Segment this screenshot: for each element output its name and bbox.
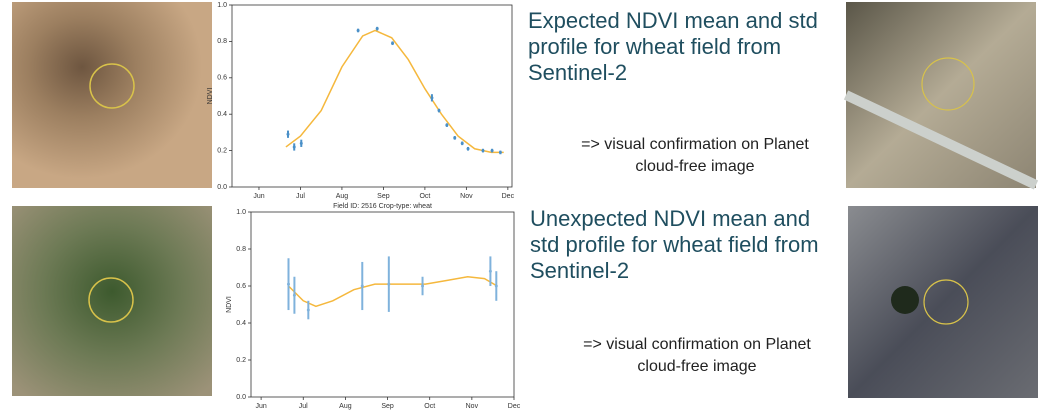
data-point: [299, 141, 303, 145]
trees: [891, 286, 919, 314]
x-tick-label: Jul: [296, 193, 305, 200]
fit-curve: [287, 275, 498, 308]
x-tick-label: Aug: [339, 403, 352, 410]
y-tick-label: 0.4: [236, 320, 246, 327]
planet-image: [846, 2, 1036, 188]
x-tick-label: Jun: [253, 193, 264, 200]
y-tick-label: 0.0: [217, 184, 227, 191]
data-point: [437, 109, 441, 113]
plot-frame: [231, 4, 513, 188]
x-tick-label: Sep: [377, 193, 390, 200]
data-point: [360, 284, 364, 288]
y-tick-label: 1.0: [236, 209, 246, 216]
y-tick-label: 0.2: [236, 357, 246, 364]
y-tick-label: 0.8: [236, 246, 246, 253]
caption-heading: Expected NDVI mean and std profile for w…: [528, 8, 818, 85]
y-tick-label: 0.6: [236, 283, 246, 290]
data-point: [490, 149, 494, 153]
y-axis-label: NDVI: [226, 296, 233, 313]
field-circle: [88, 277, 134, 323]
x-tick-label: Nov: [466, 403, 479, 410]
data-point: [466, 147, 470, 151]
data-point: [494, 284, 498, 288]
data-point: [292, 145, 296, 149]
y-tick-label: 1.0: [217, 2, 227, 9]
data-point: [387, 282, 391, 286]
road: [843, 90, 1039, 190]
data-point: [481, 149, 485, 153]
caption-note: => visual confirmation on Planet cloud-f…: [581, 136, 809, 175]
data-point: [306, 308, 310, 312]
data-point: [421, 284, 425, 288]
data-point: [287, 282, 291, 286]
caption-note: => visual confirmation on Planet cloud-f…: [583, 336, 811, 375]
y-tick-label: 0.8: [217, 38, 227, 45]
y-tick-label: 0.4: [217, 111, 227, 118]
data-point: [356, 28, 360, 32]
x-tick-label: Aug: [336, 193, 349, 200]
field-circle: [923, 279, 969, 325]
field-circle: [921, 57, 975, 111]
x-tick-label: Dec: [508, 403, 521, 410]
y-tick-label: 0.0: [236, 394, 246, 401]
y-axis-label: NDVI: [207, 88, 214, 105]
data-point: [430, 96, 434, 100]
plot-frame: [250, 211, 515, 398]
data-point: [453, 136, 457, 140]
sentinel-image: [12, 206, 212, 396]
chart-title: Field ID: 2516 Crop-type: wheat: [333, 203, 432, 210]
x-tick-label: Oct: [419, 193, 430, 200]
x-tick-label: Jun: [255, 403, 266, 410]
data-point: [445, 123, 449, 127]
fit-curve: [285, 29, 504, 154]
y-tick-label: 0.6: [217, 75, 227, 82]
data-point: [286, 132, 290, 136]
data-point: [391, 41, 395, 45]
data-point: [498, 150, 502, 154]
x-tick-label: Sep: [381, 403, 394, 410]
data-point: [292, 293, 296, 297]
x-tick-label: Oct: [424, 403, 435, 410]
data-point: [460, 141, 464, 145]
sentinel-image: [12, 2, 212, 188]
x-tick-label: Dec: [502, 193, 515, 200]
data-point: [488, 269, 492, 273]
caption-heading: Unexpected NDVI mean and std profile for…: [530, 206, 819, 283]
x-tick-label: Nov: [460, 193, 473, 200]
y-tick-label: 0.2: [217, 147, 227, 154]
data-point: [375, 27, 379, 31]
field-circle: [89, 63, 135, 109]
planet-image: [848, 206, 1038, 398]
x-tick-label: Jul: [299, 403, 308, 410]
